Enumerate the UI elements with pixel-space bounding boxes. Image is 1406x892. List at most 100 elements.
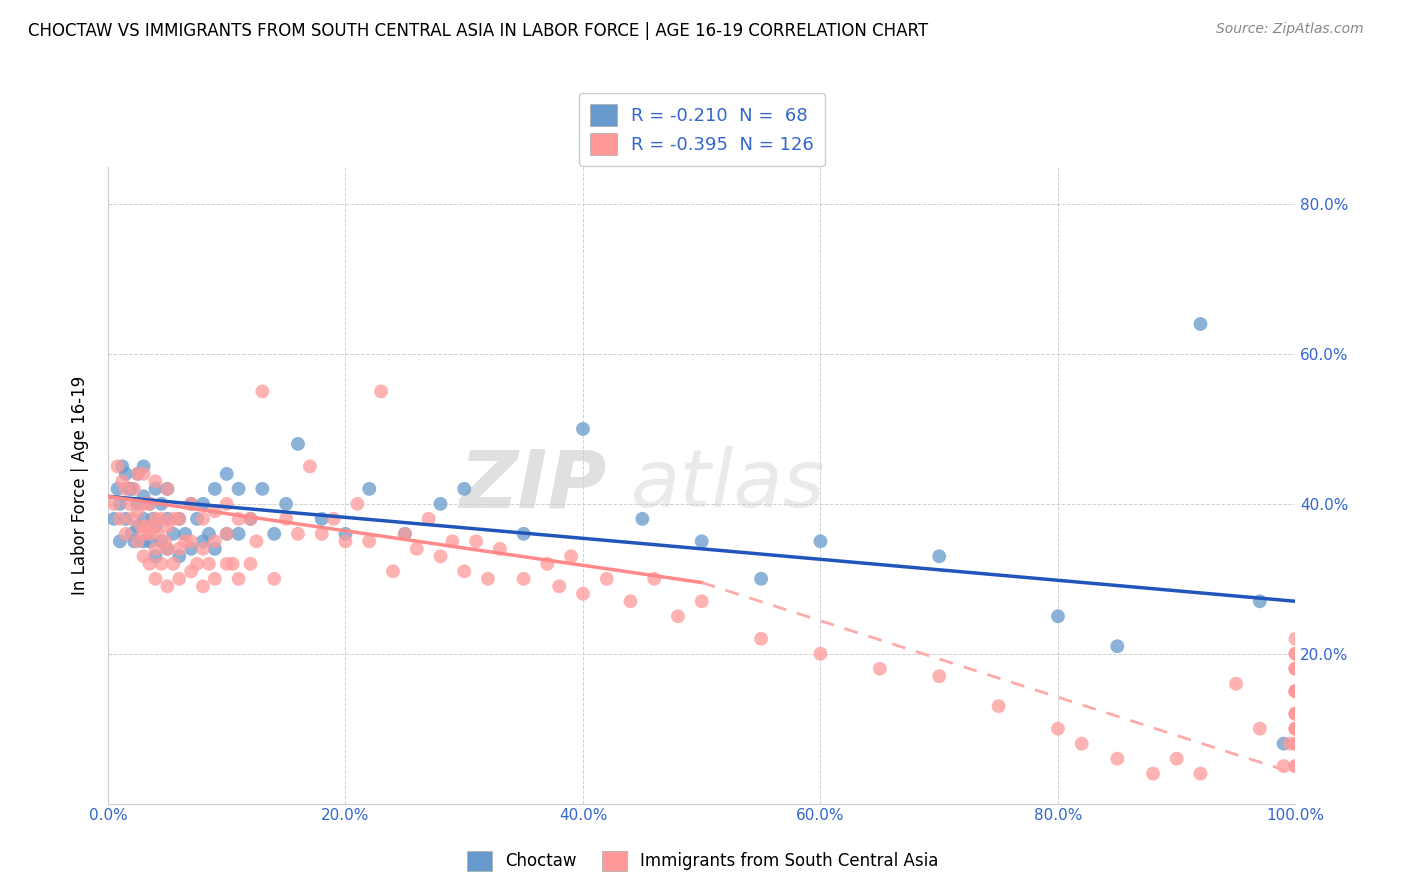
Point: [643, 572, 665, 586]
Point: [145, 519, 167, 533]
Point: [1284, 662, 1306, 676]
Point: [198, 526, 221, 541]
Point: [987, 699, 1010, 714]
Point: [560, 549, 582, 564]
Point: [489, 541, 512, 556]
Point: [274, 497, 297, 511]
Point: [512, 526, 534, 541]
Point: [1284, 737, 1306, 751]
Point: [359, 534, 381, 549]
Point: [370, 384, 392, 399]
Point: [186, 512, 208, 526]
Point: [103, 497, 125, 511]
Point: [1284, 684, 1306, 698]
Point: [204, 482, 226, 496]
Point: [1284, 737, 1306, 751]
Point: [121, 512, 143, 526]
Point: [107, 459, 129, 474]
Point: [121, 482, 143, 496]
Point: [228, 512, 250, 526]
Point: [132, 534, 155, 549]
Point: [252, 482, 274, 496]
Point: [441, 534, 464, 549]
Point: [150, 512, 173, 526]
Point: [512, 572, 534, 586]
Point: [114, 512, 136, 526]
Point: [1284, 759, 1306, 773]
Point: [405, 541, 427, 556]
Point: [167, 512, 190, 526]
Point: [596, 572, 619, 586]
Point: [666, 609, 689, 624]
Point: [138, 497, 160, 511]
Point: [749, 572, 772, 586]
Point: [1166, 752, 1188, 766]
Point: [150, 534, 173, 549]
Point: [1046, 609, 1069, 624]
Point: [239, 512, 262, 526]
Point: [1284, 647, 1306, 661]
Text: Source: ZipAtlas.com: Source: ZipAtlas.com: [1216, 22, 1364, 37]
Point: [322, 512, 344, 526]
Point: [215, 526, 238, 541]
Point: [145, 482, 167, 496]
Point: [477, 572, 499, 586]
Point: [191, 512, 214, 526]
Point: [1284, 722, 1306, 736]
Point: [132, 459, 155, 474]
Point: [928, 549, 950, 564]
Point: [156, 519, 179, 533]
Point: [145, 549, 167, 564]
Point: [1272, 737, 1295, 751]
Point: [1107, 639, 1129, 653]
Point: [1249, 722, 1271, 736]
Point: [108, 497, 131, 511]
Point: [198, 557, 221, 571]
Point: [103, 512, 125, 526]
Point: [156, 541, 179, 556]
Point: [1225, 676, 1247, 690]
Point: [335, 534, 357, 549]
Point: [142, 519, 165, 533]
Point: [382, 564, 405, 578]
Point: [186, 557, 208, 571]
Point: [215, 497, 238, 511]
Point: [394, 526, 416, 541]
Point: [869, 662, 891, 676]
Point: [118, 482, 141, 496]
Point: [107, 482, 129, 496]
Point: [215, 467, 238, 481]
Point: [132, 549, 155, 564]
Point: [145, 512, 167, 526]
Point: [810, 647, 832, 661]
Point: [162, 557, 184, 571]
Text: atlas: atlas: [630, 446, 825, 524]
Point: [1107, 752, 1129, 766]
Point: [180, 541, 202, 556]
Point: [572, 587, 595, 601]
Point: [150, 497, 173, 511]
Point: [1142, 766, 1164, 780]
Point: [132, 526, 155, 541]
Point: [156, 482, 179, 496]
Point: [162, 512, 184, 526]
Point: [221, 557, 243, 571]
Point: [928, 669, 950, 683]
Point: [1272, 759, 1295, 773]
Point: [111, 459, 134, 474]
Point: [359, 482, 381, 496]
Point: [180, 564, 202, 578]
Point: [418, 512, 440, 526]
Point: [335, 526, 357, 541]
Point: [810, 534, 832, 549]
Point: [127, 467, 149, 481]
Point: [122, 534, 145, 549]
Point: [127, 519, 149, 533]
Legend: Choctaw, Immigrants from South Central Asia: Choctaw, Immigrants from South Central A…: [458, 842, 948, 880]
Point: [1249, 594, 1271, 608]
Point: [239, 512, 262, 526]
Point: [114, 467, 136, 481]
Point: [1284, 706, 1306, 721]
Point: [536, 557, 558, 571]
Point: [465, 534, 488, 549]
